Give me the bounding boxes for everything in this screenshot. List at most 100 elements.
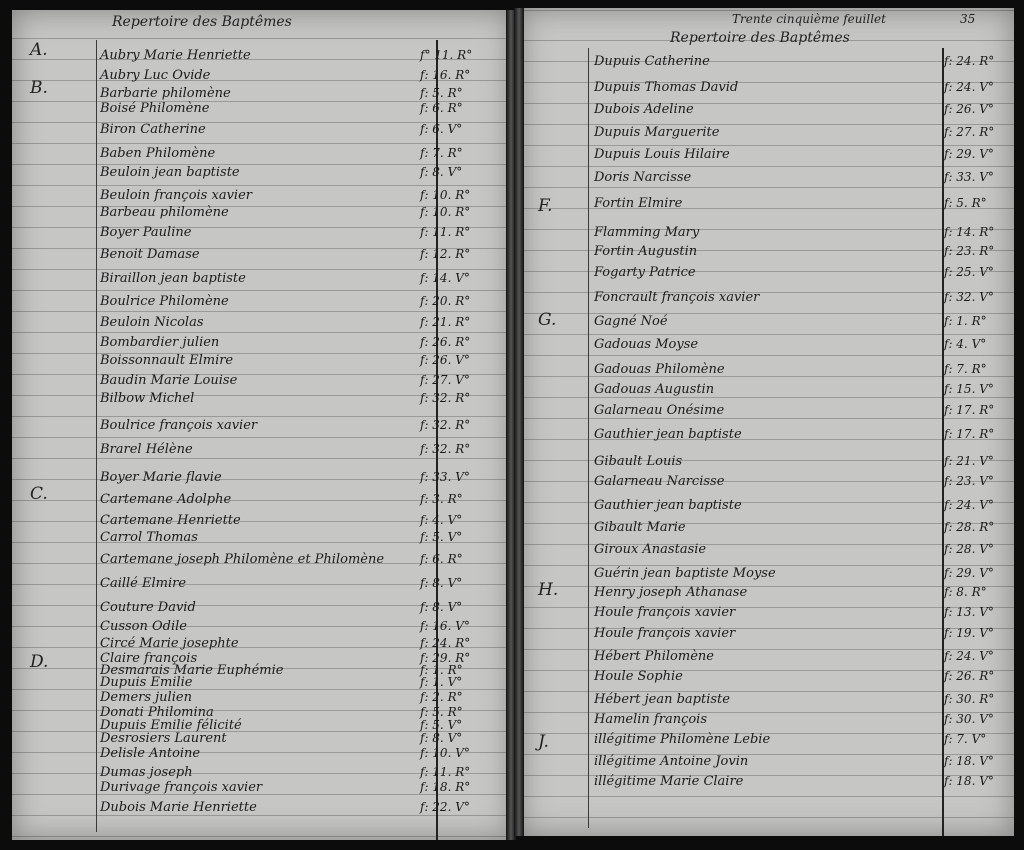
entry-name: Dupuis Marguerite [594,125,720,140]
entry-folio: f: 1. V° [420,675,463,689]
index-entry: Beuloin Nicolas f: 21. R° [12,315,512,335]
entry-folio: f: 5. R° [420,705,463,719]
index-entry: Galarneau Narcisse f: 23. V° [520,474,1014,494]
entry-folio: f: 6. V° [420,122,463,136]
index-entry: Carrol Thomas f: 5. V° [12,530,512,550]
index-entry: Guérin jean baptiste Moyse f: 29. V° [520,566,1014,586]
entry-name: Demers julien [100,690,192,705]
entry-folio: f: 11. R° [420,765,471,779]
entry-name: Dupuis Louis Hilaire [594,147,730,162]
entry-folio: f: 27. V° [420,373,470,387]
entry-name: Biron Catherine [100,122,206,137]
entry-name: Houle françois xavier [594,626,736,641]
section-letter: D. [30,652,49,672]
index-entry: Gadouas Augustin f: 15. V° [520,382,1014,402]
entry-folio: f: 18. V° [944,754,994,768]
entry-name: Flamming Mary [594,225,700,240]
entry-name: Fortin Elmire [594,196,683,211]
entry-name: Cusson Odile [100,619,187,634]
entry-folio: f: 4. V° [420,513,463,527]
index-entry: Beuloin jean baptiste f: 8. V° [12,165,512,185]
entry-folio: f: 1. R° [420,663,463,677]
entry-folio: f: 8. V° [420,576,463,590]
entry-folio: f: 23. V° [944,474,994,488]
index-entry: illégitime Philomène Lebie f: 7. V° [520,732,1014,752]
section-letter: H. [538,580,559,600]
index-entry: Dumas joseph f: 11. R° [12,765,512,785]
entry-name: Beuloin jean baptiste [100,165,240,180]
index-entry: Gagné Noé f: 1. R° [520,314,1014,334]
entry-name: Desrosiers Laurent [100,731,227,746]
leaf-note: Trente cinquième feuillet [732,12,886,26]
left-page: Repertoire des Baptêmes A. Aubry Marie He… [12,10,516,840]
entry-folio: f: 5. R° [420,86,463,100]
entry-folio: f: 24. R° [944,54,995,68]
entry-folio: f: 30. R° [944,692,995,706]
index-entry: Aubry Luc Ovide f: 16. R° [12,68,512,88]
entry-name: Caillé Elmire [100,576,187,591]
entry-folio: f: 26. V° [944,102,994,116]
entry-folio: f: 32. R° [420,442,471,456]
index-entry: Foncrault françois xavier f: 32. V° [520,290,1014,310]
entry-name: Boulrice françois xavier [100,418,258,433]
entry-folio: f: 29. V° [944,147,994,161]
index-entry: Durivage françois xavier f: 18. R° [12,780,512,800]
index-entry: Gibault Louis f: 21. V° [520,454,1014,474]
entry-folio: f: 8. V° [420,600,463,614]
entry-folio: f: 29. V° [944,566,994,580]
section-letter: G. [538,310,557,330]
entry-folio: f: 10. R° [420,188,471,202]
entry-folio: f: 8. V° [420,731,463,745]
section-letter: C. [30,484,48,504]
entry-folio: f: 6. R° [420,552,463,566]
entry-name: Durivage françois xavier [100,780,263,795]
entry-name: Boissonnault Elmire [100,353,234,368]
entry-name: Baben Philomène [100,146,216,161]
entry-name: Dupuis Emilie [100,675,193,690]
entry-name: Galarneau Narcisse [594,474,725,489]
entry-name: Cartemane joseph Philomène et Philomène [100,552,385,567]
index-entry: Benoit Damase f: 12. R° [12,247,512,267]
entry-folio: f: 26. R° [944,669,995,683]
entry-name: Gadouas Moyse [594,337,699,352]
folio-rule [942,48,944,836]
entry-folio: f: 21. R° [420,315,471,329]
entry-folio: f: 7. R° [420,146,463,160]
index-entry: illégitime Marie Claire f: 18. V° [520,774,1014,794]
entry-name: Foncrault françois xavier [594,290,760,305]
index-entry: Boyer Pauline f: 11. R° [12,225,512,245]
index-entry: Cusson Odile f: 16. V° [12,619,512,639]
index-entry: Boulrice françois xavier f: 32. R° [12,418,512,438]
entry-name: Barbeau philomène [100,205,229,220]
index-entry: Henry joseph Athanase f: 8. R° [520,585,1014,605]
entry-name: Dupuis Catherine [594,54,710,69]
entry-name: Fogarty Patrice [594,265,696,280]
index-entry: Cartemane Adolphe f: 3. R° [12,492,512,512]
index-entry: Barbarie philomène f: 5. R° [12,86,512,106]
index-entry: Cartemane Henriette f: 4. V° [12,513,512,533]
entry-folio: f: 4. V° [944,337,987,351]
entry-name: Hébert Philomène [594,649,714,664]
entry-name: Galarneau Onésime [594,403,725,418]
index-entry: Giroux Anastasie f: 28. V° [520,542,1014,562]
entry-folio: f: 24. V° [944,649,994,663]
index-entry: Houle Sophie f: 26. R° [520,669,1014,689]
entry-folio: f: 1. R° [944,314,987,328]
entry-name: Gibault Louis [594,454,683,469]
entry-folio: f: 6. R° [420,101,463,115]
index-entry: Boisé Philomène f: 6. R° [12,101,512,121]
index-entry: Boissonnault Elmire f: 26. V° [12,353,512,373]
entry-folio: f: 5. V° [420,718,463,732]
margin-rule [96,40,97,832]
entry-folio: f: 5. R° [944,196,987,210]
index-entry: Circé Marie josephte f: 24. R° [12,636,512,656]
entry-name: Gibault Marie [594,520,686,535]
index-entry: Hébert jean baptiste f: 30. R° [520,692,1014,712]
index-entry: Gauthier jean baptiste f: 17. R° [520,427,1014,447]
index-entry: illégitime Antoine Jovin f: 18. V° [520,754,1014,774]
entry-folio: f: 26. V° [420,353,470,367]
index-entry: Desmarais Marie Euphémie f: 1. R° [12,663,512,683]
entry-folio: f: 10. V° [420,746,470,760]
index-entry: Hamelin françois f: 30. V° [520,712,1014,732]
index-entry: Flamming Mary f: 14. R° [520,225,1014,245]
